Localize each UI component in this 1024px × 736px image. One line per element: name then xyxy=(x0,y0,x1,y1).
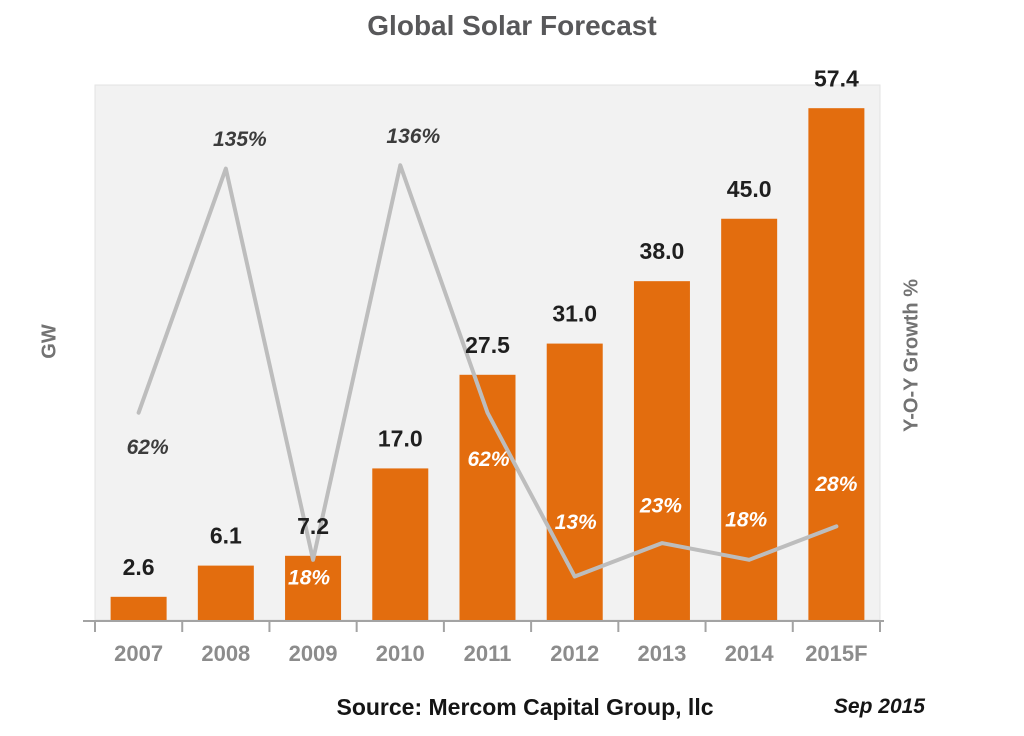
date-note: Sep 2015 xyxy=(833,695,925,718)
growth-label-2008: 135% xyxy=(213,128,267,151)
growth-label-2011: 62% xyxy=(467,448,509,471)
x-axis-label-2008: 2008 xyxy=(201,641,250,666)
growth-line xyxy=(136,163,839,579)
growth-label-2009: 18% xyxy=(288,566,330,589)
source-note: Source: Mercom Capital Group, llc xyxy=(336,694,714,720)
bar-2015F xyxy=(808,108,865,620)
bar-2008 xyxy=(197,565,254,620)
x-axis-label-2007: 2007 xyxy=(114,641,163,666)
bar-label-2008: 6.1 xyxy=(210,523,242,549)
growth-label-2015F: 28% xyxy=(814,473,857,496)
x-axis-label-2009: 2009 xyxy=(289,641,338,666)
growth-label-2010: 136% xyxy=(386,125,440,148)
growth-label-2007: 62% xyxy=(127,436,169,459)
growth-label-2013: 23% xyxy=(639,495,682,518)
bar-label-2015F: 57.4 xyxy=(814,65,859,91)
bar-2012 xyxy=(546,343,603,620)
x-axis-label-2015F: 2015F xyxy=(805,641,867,666)
chart-title: Global Solar Forecast xyxy=(367,10,657,41)
bar-label-2009: 7.2 xyxy=(297,513,329,539)
right-axis-title: Y-O-Y Growth % xyxy=(900,279,923,432)
growth-label-2014: 18% xyxy=(725,508,767,531)
x-axis-label-2011: 2011 xyxy=(464,641,512,666)
bar-label-2007: 2.6 xyxy=(123,554,155,580)
x-axis-label-2014: 2014 xyxy=(725,641,775,666)
left-axis-title: GW xyxy=(38,324,61,359)
x-axis-label-2013: 2013 xyxy=(637,641,686,666)
bar-2009 xyxy=(285,555,342,620)
x-axis-label-2012: 2012 xyxy=(550,641,599,666)
bar-2007 xyxy=(110,596,167,620)
growth-label-2012: 13% xyxy=(555,511,597,534)
bar-label-2012: 31.0 xyxy=(552,301,597,327)
x-axis-label-2010: 2010 xyxy=(376,641,425,666)
bar-2010 xyxy=(372,468,429,620)
bar-label-2014: 45.0 xyxy=(727,176,772,202)
bar-label-2011: 27.5 xyxy=(465,332,510,358)
bar-label-2010: 17.0 xyxy=(378,425,423,451)
bar-2013 xyxy=(633,281,690,620)
bar-label-2013: 38.0 xyxy=(640,238,685,264)
